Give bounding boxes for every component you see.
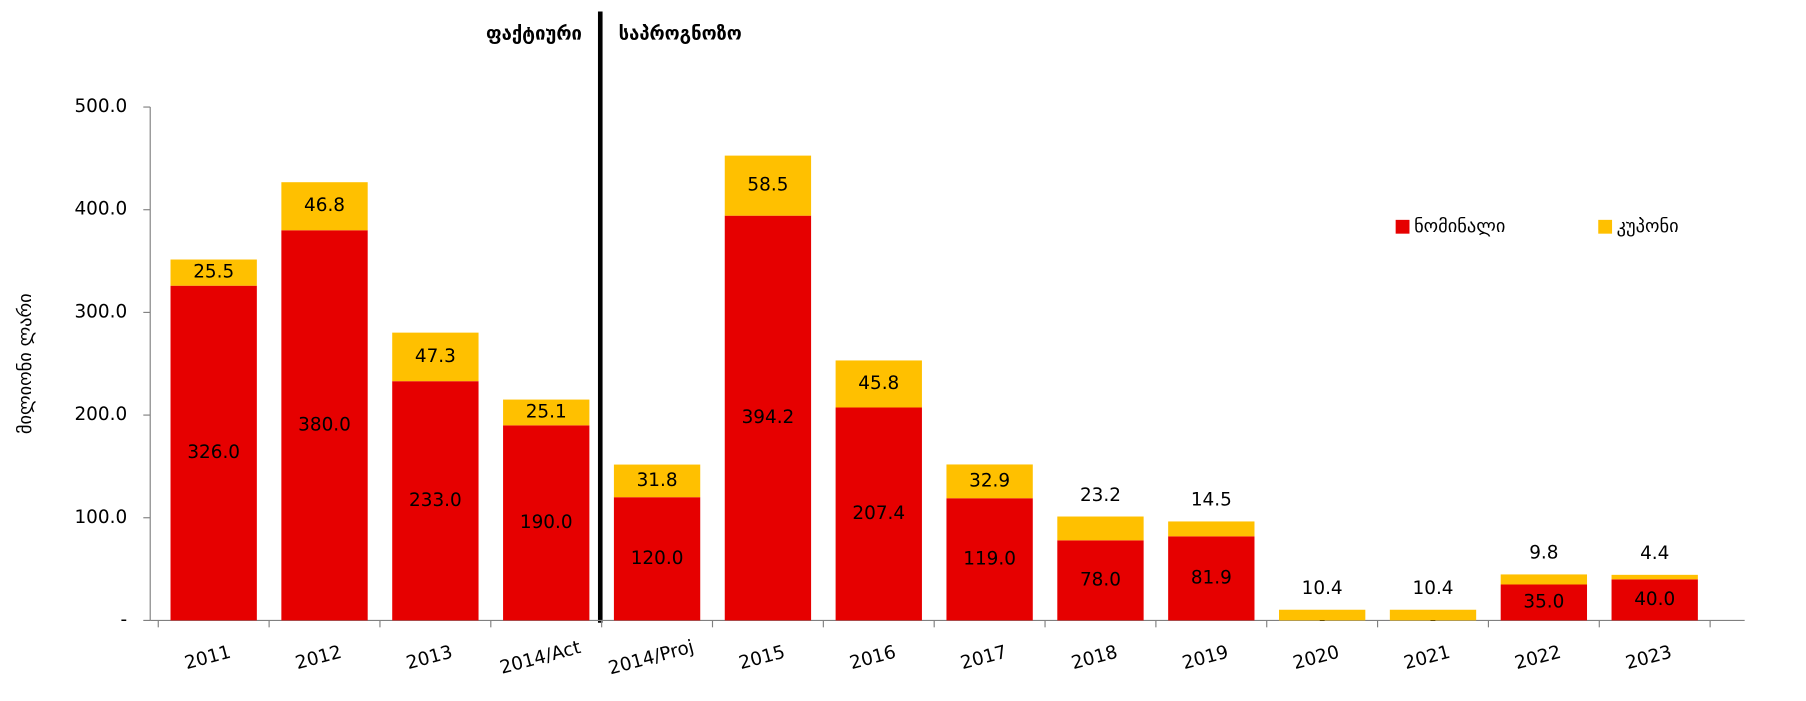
x-tick-label: 2014/Proj	[606, 636, 696, 679]
y-tick-label: 500.0	[74, 96, 127, 117]
bar-segment	[724, 215, 812, 621]
data-label: 23.2	[1080, 485, 1121, 506]
x-tick-label: 2011	[182, 642, 233, 674]
x-tick-label: 2020	[1291, 642, 1342, 674]
x-tick-label: 2015	[737, 642, 788, 674]
data-label: 46.8	[304, 195, 345, 216]
data-label: 233.0	[409, 490, 462, 511]
bar-segment	[613, 464, 701, 498]
x-tick-label: 2023	[1623, 642, 1674, 674]
y-tick-label: 200.0	[74, 404, 127, 425]
legend-swatch	[1598, 219, 1613, 234]
data-label: 81.9	[1191, 567, 1232, 588]
data-label: 25.1	[526, 401, 567, 422]
bar-segment	[946, 498, 1033, 621]
legend-swatch	[1395, 219, 1410, 234]
bar-segment	[503, 425, 590, 621]
x-tick-label: 2017	[958, 642, 1009, 674]
bar-segment	[1057, 540, 1144, 621]
x-tick-label: 2012	[293, 642, 344, 674]
data-label: 120.0	[631, 548, 684, 569]
bar-segment	[392, 381, 479, 621]
bar-segment	[281, 182, 368, 231]
data-label: 10.4	[1413, 578, 1454, 599]
legend-label: ნომინალი	[1414, 216, 1505, 237]
bar-segment	[1168, 521, 1255, 537]
data-label: 394.2	[742, 407, 795, 428]
y-tick-label: 300.0	[74, 301, 127, 322]
y-tick-label: 100.0	[74, 507, 127, 528]
bar-segment	[170, 259, 257, 286]
y-axis-label: მილიონი ლარი	[15, 293, 36, 434]
legend-label: კუპონი	[1617, 216, 1679, 237]
x-tick-label: 2022	[1513, 642, 1564, 674]
y-tick-label: 400.0	[74, 199, 127, 220]
data-label: 190.0	[520, 512, 573, 533]
bar-segment	[1389, 609, 1477, 621]
bar-segment	[724, 155, 812, 216]
bar-segment	[392, 332, 479, 382]
bar-segment	[1057, 516, 1144, 541]
bar-segment	[1611, 574, 1698, 580]
x-tick-label: 2013	[404, 642, 455, 674]
data-label: 4.4	[1640, 543, 1669, 564]
bar-segment	[835, 407, 922, 621]
y-tick-label: -	[121, 609, 128, 630]
bar-segment	[281, 230, 368, 621]
bar-segment	[613, 497, 701, 621]
data-label: 207.4	[852, 503, 905, 524]
annotation: საპროგნოზო	[619, 24, 742, 45]
data-label: 326.0	[187, 442, 240, 463]
bar-segment	[1168, 536, 1255, 621]
bar-segment	[835, 360, 922, 408]
x-tick-label: 2021	[1402, 642, 1453, 674]
data-label: 25.5	[193, 262, 234, 283]
annotation: ფაქტიური	[486, 24, 582, 45]
x-tick-label: 2019	[1180, 642, 1231, 674]
data-label: 9.8	[1529, 543, 1558, 564]
data-label: 45.8	[858, 373, 899, 394]
data-label: 119.0	[963, 548, 1016, 569]
data-label: 380.0	[298, 414, 351, 435]
data-label: 58.5	[747, 175, 788, 196]
x-tick-label: 2018	[1069, 642, 1120, 674]
bar-segment	[170, 285, 257, 621]
bar-segment	[1611, 579, 1698, 621]
data-label: 47.3	[415, 346, 456, 367]
data-label: 78.0	[1080, 569, 1121, 590]
bar-segment	[1500, 574, 1588, 585]
data-label: 40.0	[1634, 589, 1675, 610]
bar-segment	[1500, 584, 1588, 621]
x-tick-label: 2014/Act	[498, 637, 583, 679]
bar-segment	[503, 399, 590, 426]
data-label: 14.5	[1191, 490, 1232, 511]
data-label: 35.0	[1523, 591, 1564, 612]
data-label: 10.4	[1302, 578, 1343, 599]
data-label: 32.9	[969, 470, 1010, 491]
bar-segment	[1278, 609, 1366, 621]
x-tick-label: 2016	[848, 642, 899, 674]
bar-segment	[946, 464, 1033, 499]
data-label: 31.8	[637, 470, 678, 491]
